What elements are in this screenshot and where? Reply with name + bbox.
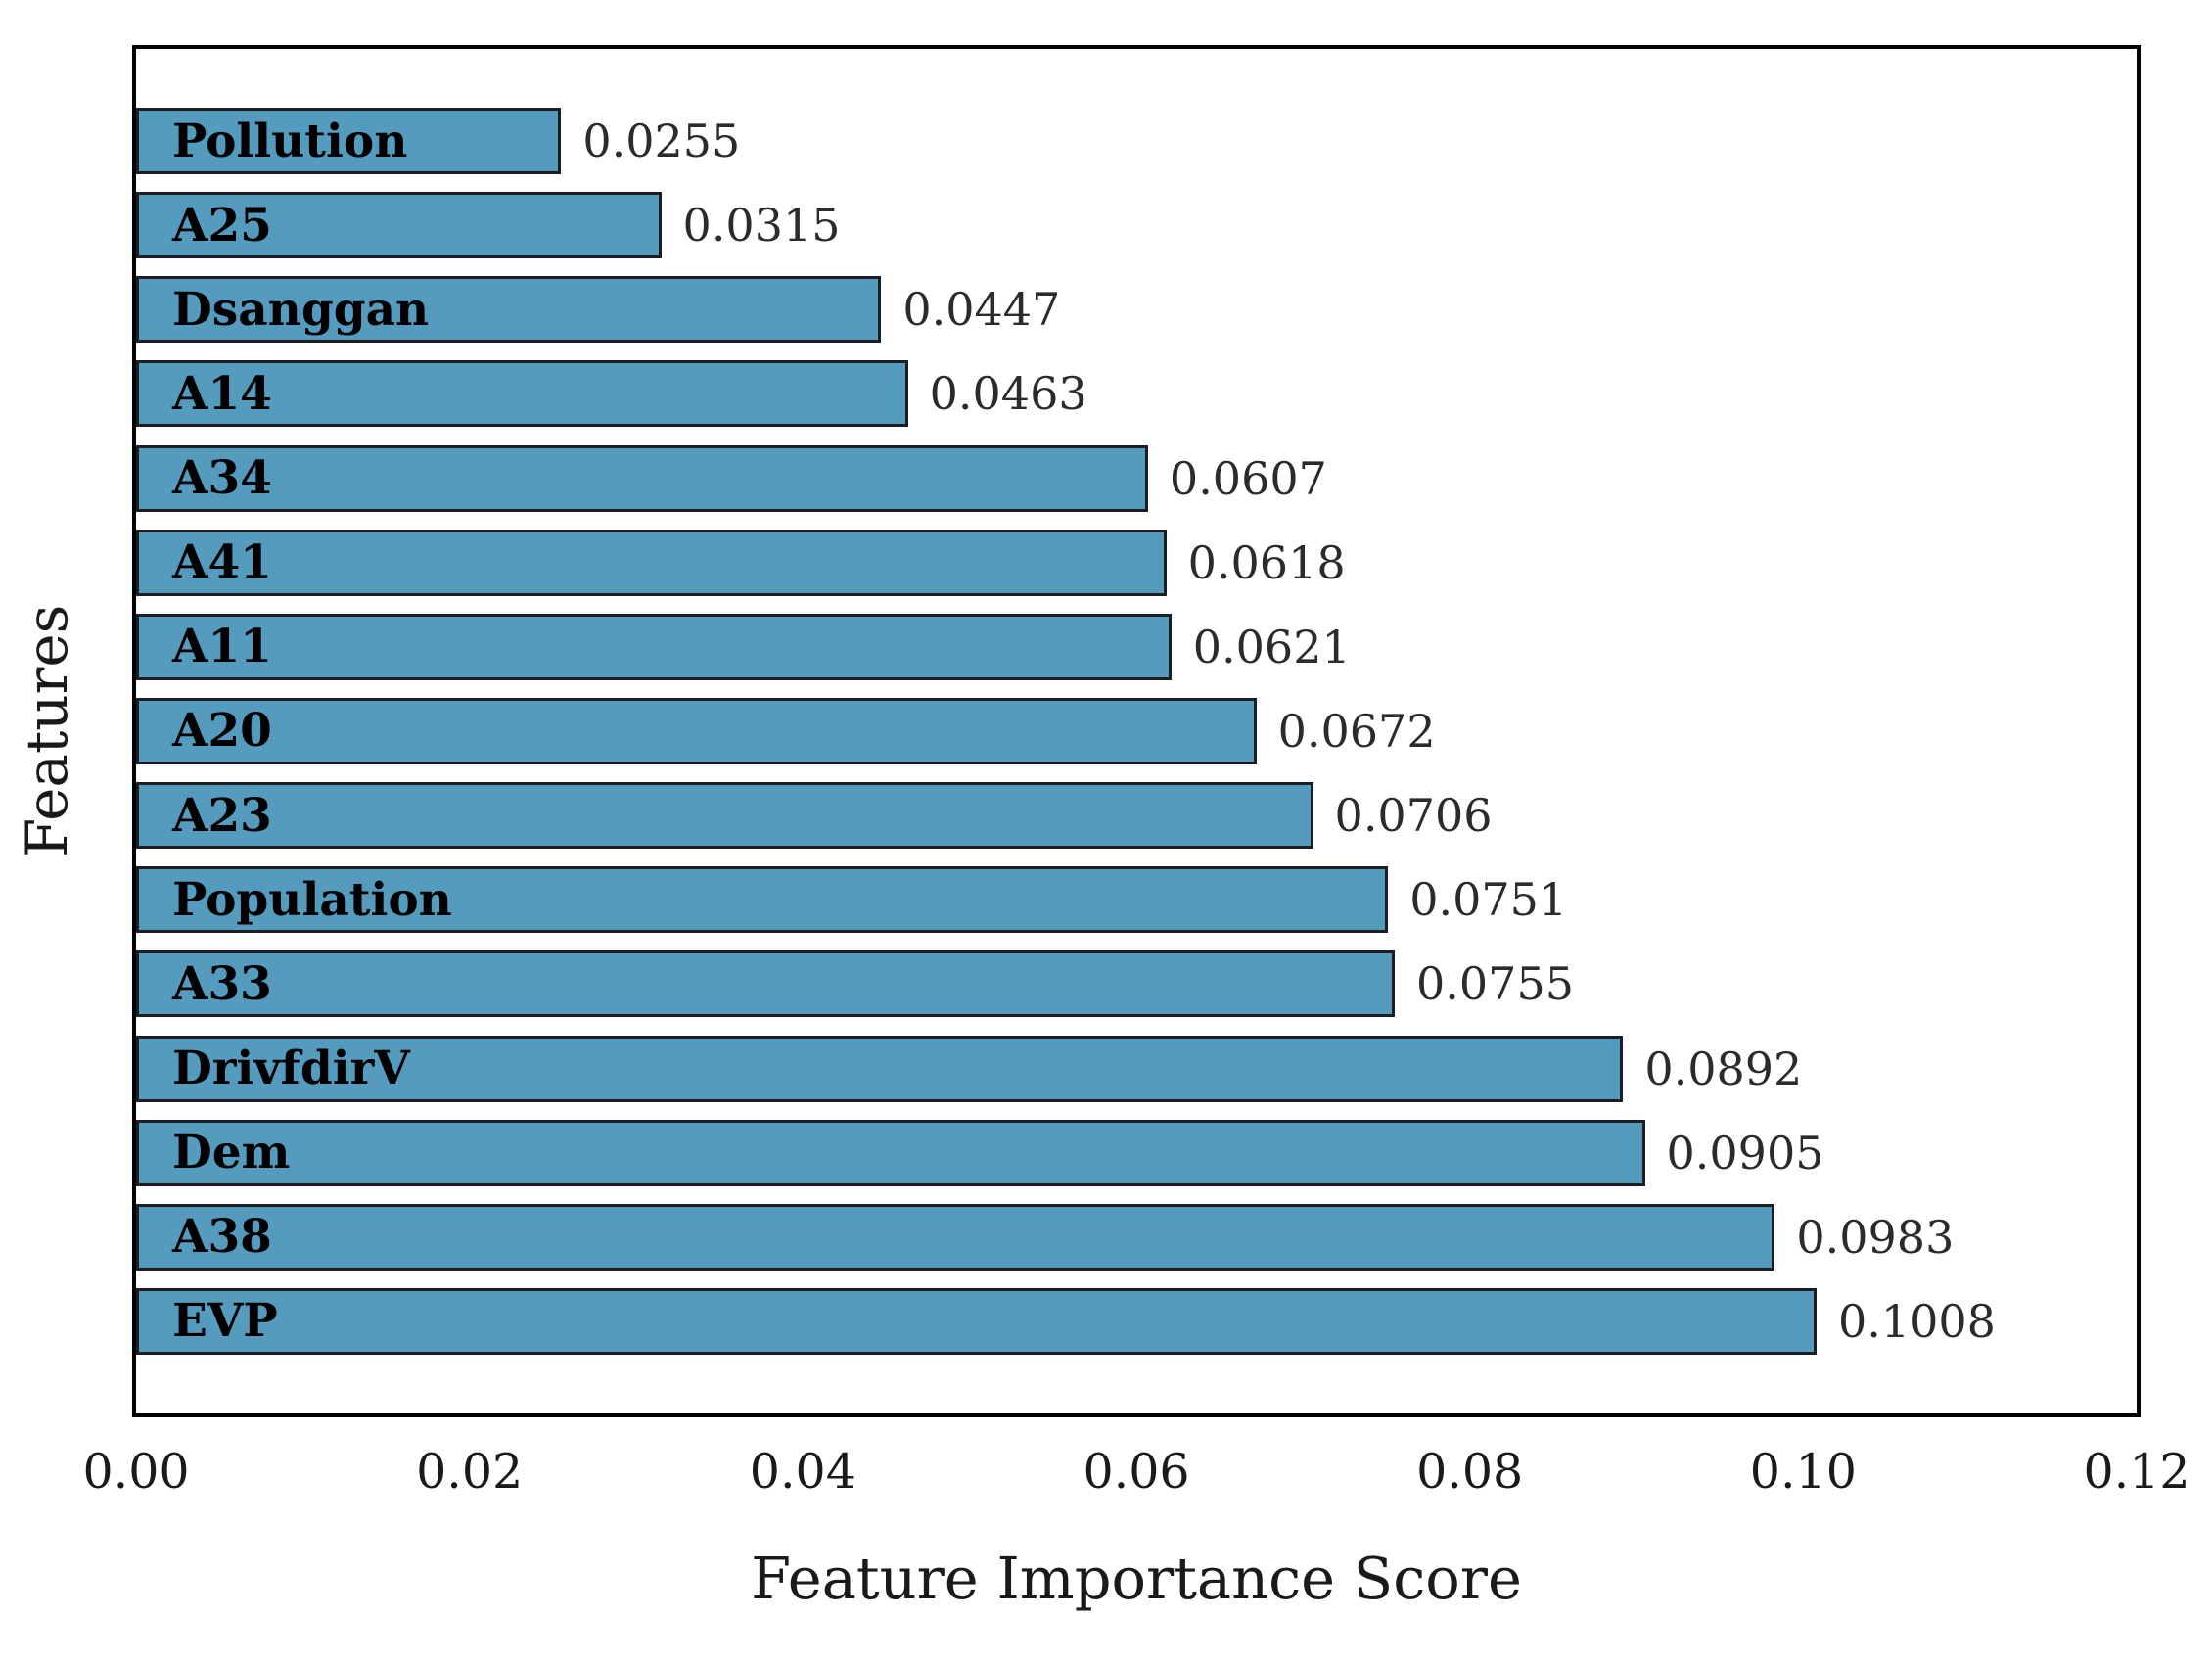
bar-a34: A34 [136,444,1148,512]
bar-row-pollution: Pollution 0.0255 [136,108,2137,174]
bar-row-a25: A25 0.0315 [136,192,2137,259]
bar-value-label: 0.0751 [1409,873,1568,927]
x-tick-label: 0.08 [1416,1444,1524,1500]
bar-label: A25 [172,198,272,253]
bar-value-label: 0.1008 [1837,1294,1996,1348]
bar-label: A34 [172,451,272,506]
bar-a11: A11 [136,613,1172,680]
x-tick-label: 0.04 [749,1444,856,1500]
bar-value-label: 0.0983 [1796,1210,1955,1264]
bar-value-label: 0.0315 [682,199,841,253]
bar-a33: A33 [136,950,1396,1018]
bar-value-label: 0.0607 [1169,451,1327,505]
bar-row-population: Population 0.0751 [136,866,2137,934]
bar-value-label: 0.0892 [1644,1041,1803,1095]
bar-row-a20: A20 0.0672 [136,697,2137,764]
bar-value-label: 0.0905 [1666,1126,1824,1179]
bar-row-a33: A33 0.0755 [136,950,2137,1018]
bar-value-label: 0.0618 [1187,535,1346,589]
bar-row-a14: A14 0.0463 [136,360,2137,428]
x-axis-label: Feature Importance Score [751,1545,1522,1612]
bar-a23: A23 [136,782,1313,850]
x-tick-label: 0.12 [2083,1444,2190,1500]
x-tick-label: 0.02 [416,1444,524,1500]
bar-a25: A25 [136,192,662,259]
y-axis-label: Features [14,604,80,858]
bar-row-a11: A11 0.0621 [136,613,2137,680]
bar-row-drivfdirv: DrivfdirV 0.0892 [136,1035,2137,1102]
x-tick-label: 0.10 [1749,1444,1857,1500]
bar-dem: Dem [136,1119,1645,1186]
bar-row-dem: Dem 0.0905 [136,1119,2137,1186]
bar-label: A38 [172,1210,272,1265]
bar-a38: A38 [136,1203,1775,1271]
bar-value-label: 0.0463 [929,367,1087,421]
bar-a20: A20 [136,697,1257,764]
bar-value-label: 0.0672 [1277,704,1436,758]
bar-value-label: 0.0621 [1192,620,1351,673]
bar-label: A11 [172,620,272,674]
bar-label: Population [172,872,452,927]
bar-a41: A41 [136,529,1167,596]
bar-label: A23 [172,788,272,843]
bar-value-label: 0.0447 [902,283,1061,337]
bar-label: Dsanggan [172,282,430,337]
bar-a14: A14 [136,360,908,428]
x-tick-label: 0.06 [1083,1444,1190,1500]
bar-label: A14 [172,366,272,421]
bar-label: A20 [172,704,272,759]
bar-label: Dem [172,1126,291,1180]
bar-row-a23: A23 0.0706 [136,782,2137,850]
bar-value-label: 0.0706 [1334,789,1493,843]
bar-label: DrivfdirV [172,1041,410,1096]
x-tick-label: 0.00 [82,1444,190,1500]
bar-population: Population [136,866,1389,934]
bar-row-dsanggan: Dsanggan 0.0447 [136,276,2137,344]
bar-label: A41 [172,535,272,590]
bar-drivfdirv: DrivfdirV [136,1035,1624,1102]
bar-label: Pollution [172,114,408,168]
bar-label: A33 [172,956,272,1011]
x-axis-ticks: 0.00 0.02 0.04 0.06 0.08 0.10 0.12 [82,1441,2189,1503]
bar-evp: EVP [136,1287,1817,1355]
bar-pollution: Pollution [136,108,562,174]
bar-row-evp: EVP 0.1008 [136,1287,2137,1355]
bar-value-label: 0.0255 [582,115,741,167]
bar-row-a41: A41 0.0618 [136,529,2137,596]
bar-row-a34: A34 0.0607 [136,444,2137,512]
bar-label: EVP [172,1294,278,1349]
bar-row-a38: A38 0.0983 [136,1203,2137,1271]
bar-value-label: 0.0755 [1416,957,1574,1011]
bar-dsanggan: Dsanggan [136,276,882,344]
plot-area: Pollution 0.0255 A25 0.0315 Dsanggan 0.0447 A1… [132,45,2141,1417]
